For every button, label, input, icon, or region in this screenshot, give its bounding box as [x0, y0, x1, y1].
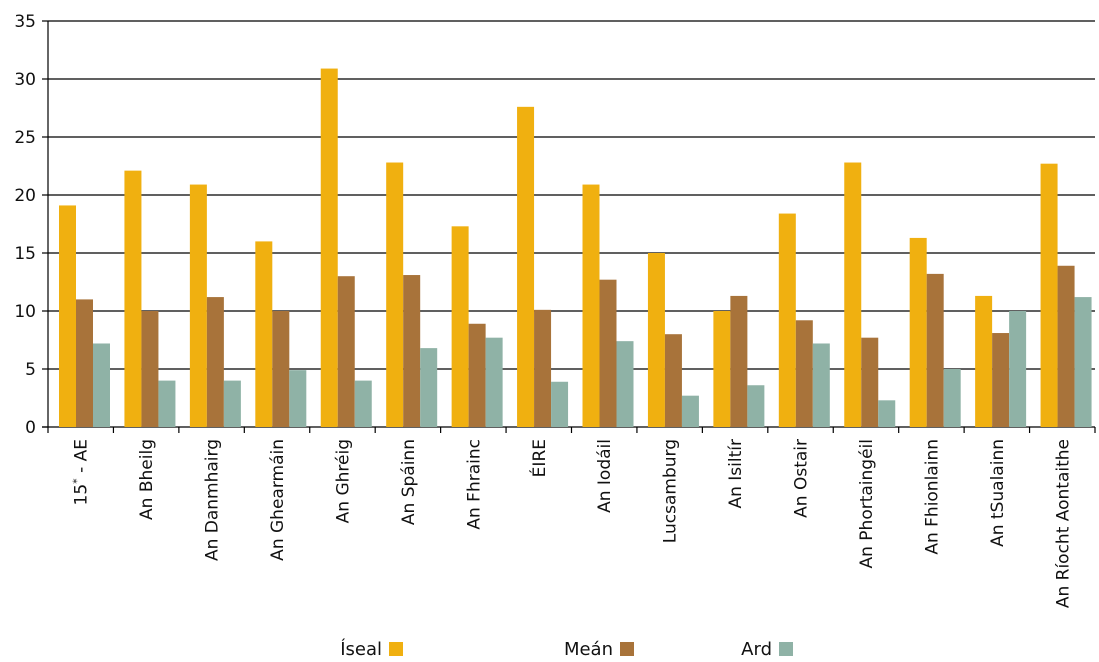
- bar-Ard-3: [289, 370, 307, 427]
- x-tick-label-11: An Ostair: [792, 439, 812, 518]
- bar-Íseal-15: [1040, 163, 1058, 427]
- bar-Meán-10: [730, 295, 748, 427]
- bar-Íseal-2: [189, 184, 207, 427]
- bars: [59, 68, 1092, 427]
- x-tick-label-8: An Iodáil: [595, 439, 615, 513]
- bar-Meán-7: [534, 309, 552, 427]
- bar-Ard-6: [485, 337, 503, 427]
- y-tick-label-5: 25: [14, 128, 36, 148]
- bar-Íseal-7: [517, 106, 535, 427]
- bar-Meán-9: [664, 334, 682, 427]
- bar-Ard-7: [551, 381, 569, 427]
- x-tick-label-10: An Isiltír: [726, 439, 746, 509]
- bar-Meán-3: [272, 311, 290, 427]
- bar-Íseal-1: [124, 170, 142, 427]
- legend: Íseal Meán Ard: [340, 638, 793, 660]
- y-tick-label-4: 20: [14, 186, 36, 206]
- y-tick-label-0: 0: [25, 418, 36, 438]
- bar-Íseal-4: [320, 68, 338, 427]
- y-tick-labels: 0 5 10 15 20 25 30 35: [14, 12, 36, 438]
- bar-Íseal-5: [386, 162, 404, 427]
- x-tick-label-13: An Fhionlainn: [922, 439, 942, 555]
- x-tick-label-2: An Danmhairg: [203, 439, 223, 561]
- bar-Íseal-11: [778, 213, 796, 427]
- bar-Ard-12: [878, 400, 896, 427]
- y-tick-label-3: 15: [14, 244, 36, 264]
- x-tick-label-4: An Ghréig: [333, 439, 353, 523]
- bar-Meán-14: [992, 333, 1010, 427]
- bar-Meán-13: [926, 273, 944, 427]
- bar-Ard-13: [943, 369, 961, 427]
- bar-Ard-15: [1074, 297, 1092, 427]
- x-tick-label-15: An Ríocht Aontaithe: [1053, 439, 1073, 608]
- legend-label-0: Íseal: [340, 638, 382, 660]
- bar-Ard-4: [354, 380, 372, 427]
- bar-Ard-9: [681, 395, 699, 427]
- bar-Íseal-12: [844, 162, 862, 427]
- legend-label-1: Meán: [564, 639, 613, 660]
- bar-Meán-15: [1057, 265, 1075, 427]
- bar-Íseal-8: [582, 184, 600, 427]
- bar-Ard-5: [420, 348, 438, 427]
- bar-Ard-1: [158, 380, 176, 427]
- bar-Meán-12: [861, 337, 879, 427]
- bar-Meán-8: [599, 279, 617, 427]
- bar-Íseal-3: [255, 241, 273, 427]
- x-tick-label-3: An Ghearmáin: [268, 439, 288, 561]
- bar-Ard-8: [616, 341, 634, 427]
- bar-Íseal-13: [909, 237, 927, 427]
- bar-Meán-11: [795, 320, 813, 427]
- y-tick-label-7: 35: [14, 12, 36, 32]
- bar-Ard-14: [1009, 311, 1027, 427]
- y-tick-label-2: 10: [14, 302, 36, 322]
- legend-label-2: Ard: [741, 639, 772, 660]
- bar-Meán-6: [468, 323, 486, 427]
- bar-Meán-4: [337, 276, 355, 427]
- legend-swatch-2: [779, 642, 793, 656]
- y-tick-label-1: 5: [25, 360, 36, 380]
- bar-Íseal-14: [975, 295, 993, 427]
- bar-Ard-2: [223, 380, 241, 427]
- x-tick-label-0: 15* - AE: [71, 439, 92, 505]
- bar-Ard-0: [93, 343, 110, 427]
- bar-Íseal-0: [59, 205, 76, 427]
- x-tick-labels: 15* - AE An Bheilg An Danmhairg An Ghearmái…: [71, 439, 1074, 608]
- bar-Ard-10: [747, 385, 765, 427]
- x-tick-label-5: An Spáinn: [399, 439, 419, 525]
- x-tick-label-6: An Fhrainc: [464, 439, 484, 530]
- bar-Íseal-10: [713, 311, 731, 427]
- bar-Meán-5: [403, 275, 421, 427]
- x-tick-label-14: An tSualainn: [988, 439, 1008, 547]
- bar-Íseal-9: [647, 253, 665, 427]
- x-tick-label-7: ÉIRE: [528, 439, 550, 477]
- bar-Meán-2: [206, 297, 224, 427]
- legend-swatch-1: [620, 642, 634, 656]
- y-tick-label-6: 30: [14, 70, 36, 90]
- legend-swatch-0: [389, 642, 403, 656]
- bar-Meán-1: [141, 311, 159, 427]
- bar-Ard-11: [812, 343, 830, 427]
- x-tick-label-1: An Bheilg: [137, 439, 157, 520]
- bar-Íseal-6: [451, 226, 469, 427]
- x-tick-label-12: An Phortaingéil: [857, 439, 877, 569]
- bar-Meán-0: [76, 299, 93, 427]
- x-tick-label-9: Lucsamburg: [661, 439, 681, 543]
